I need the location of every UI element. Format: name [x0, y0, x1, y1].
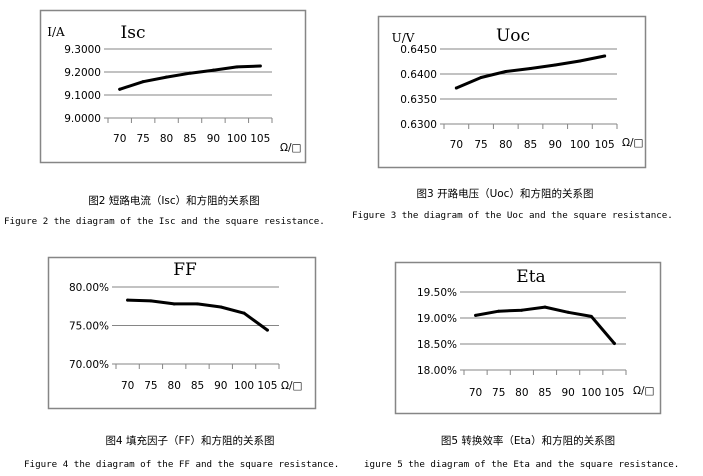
x-axis-unit-label: Ω/□ [281, 380, 302, 392]
x-tick-label: 70 [469, 387, 482, 399]
data-point [149, 299, 153, 303]
x-axis-unit-label: Ω/□ [622, 137, 643, 149]
x-tick-label: 100 [227, 133, 247, 145]
y-tick-label: 0.6350 [400, 94, 437, 106]
x-tick-label: 105 [257, 380, 277, 392]
x-tick-label: 105 [604, 387, 624, 399]
data-point [479, 76, 483, 79]
chart-isc: Isc I/A 9.0000 9.1000 9.2000 9.3000 70 75 80 85 90… [39, 9, 307, 164]
chart-uoc: Uoc U/V 0.6300 0.6350 0.6400 0.6450 70 75 80 85 90… [377, 15, 647, 169]
x-tick-label: 100 [570, 139, 590, 151]
chart-title: FF [173, 260, 197, 280]
y-tick-label: 18.00% [417, 365, 457, 377]
x-tick-label: 80 [499, 139, 512, 151]
y-axis-label: U/V [392, 31, 415, 45]
data-point [543, 305, 547, 309]
data-point [529, 67, 532, 70]
data-point [265, 328, 269, 332]
x-tick-label: 90 [207, 133, 220, 145]
x-tick-label: 75 [474, 139, 487, 151]
x-tick-label: 75 [144, 380, 157, 392]
y-tick-label: 9.2000 [64, 67, 101, 79]
x-tick-label: 85 [538, 387, 551, 399]
data-point [196, 302, 199, 306]
y-tick-label: 80.00% [69, 282, 109, 294]
data-point [497, 309, 501, 313]
x-tick-label: 70 [121, 380, 134, 392]
data-point [118, 87, 122, 91]
chart-frame [394, 261, 662, 415]
x-axis-unit-label: Ω/□ [280, 142, 301, 154]
data-point [258, 64, 262, 68]
y-tick-label: 9.1000 [64, 90, 101, 102]
x-tick-label: 85 [524, 139, 537, 151]
x-tick-label: 85 [191, 380, 204, 392]
x-tick-label: 100 [234, 380, 254, 392]
x-axis-unit-label: Ω/□ [633, 385, 654, 397]
caption-english: Figure 3 the diagram of the Uoc and the … [352, 210, 673, 221]
data-point [172, 302, 176, 306]
caption-english: Figure 4 the diagram of the FF and the s… [24, 459, 339, 470]
data-point [235, 65, 239, 69]
chart-ff: FF 70.00% 75.00% 80.00% 70 75 80 85 90 100 105 Ω/□ [47, 256, 317, 410]
chart-eta: Eta 18.00% 18.50% 19.00% 19.50% 70 75 80 85 90 100… [394, 261, 662, 415]
data-point [520, 308, 524, 312]
data-point [188, 71, 192, 75]
caption-chinese: 图2 短路电流（Isc）和方阻的关系图 [88, 194, 259, 207]
x-tick-label: 80 [515, 387, 528, 399]
y-tick-label: 18.50% [417, 339, 457, 351]
data-point [504, 70, 508, 73]
y-tick-label: 9.3000 [64, 44, 101, 56]
x-tick-label: 90 [561, 387, 574, 399]
y-tick-label: 9.0000 [64, 113, 101, 125]
data-point [219, 305, 223, 309]
data-point [612, 341, 616, 345]
x-tick-label: 105 [595, 139, 615, 151]
data-point [165, 75, 169, 79]
y-tick-label: 75.00% [69, 321, 109, 333]
data-point [603, 54, 607, 58]
y-tick-label: 19.00% [417, 313, 457, 325]
x-tick-label: 80 [168, 380, 181, 392]
x-tick-label: 100 [581, 387, 601, 399]
chart-title: Isc [121, 23, 146, 43]
y-tick-label: 0.6400 [400, 69, 437, 81]
x-tick-label: 75 [136, 133, 149, 145]
caption-chinese: 图3 开路电压（Uoc）和方阻的关系图 [417, 187, 594, 200]
chart-frame [47, 256, 317, 410]
chart-title: Eta [516, 267, 545, 287]
x-tick-label: 70 [450, 139, 463, 151]
data-point [553, 63, 557, 67]
caption-english: igure 5 the diagram of the Eta and the s… [364, 459, 679, 470]
caption-english: Figure 2 the diagram of the Isc and the … [4, 216, 325, 227]
x-tick-label: 75 [492, 387, 505, 399]
data-point [242, 311, 246, 315]
data-point [141, 80, 145, 84]
y-tick-label: 19.50% [417, 287, 457, 299]
data-point [566, 310, 570, 314]
y-tick-label: 0.6300 [400, 119, 437, 131]
data-point [589, 314, 593, 318]
y-tick-label: 0.6450 [400, 44, 437, 56]
data-point [454, 86, 458, 90]
caption-chinese: 图5 转换效率（Eta）和方阻的关系图 [441, 434, 615, 447]
x-tick-label: 90 [549, 139, 562, 151]
chart-title: Uoc [496, 26, 530, 46]
data-point [126, 298, 130, 302]
x-tick-label: 85 [183, 133, 196, 145]
y-axis-label: I/A [47, 25, 65, 39]
x-tick-label: 70 [113, 133, 126, 145]
chart-frame [377, 15, 647, 169]
data-point [474, 313, 478, 317]
x-tick-label: 90 [214, 380, 227, 392]
data-point [211, 68, 215, 72]
data-point [578, 59, 582, 63]
x-tick-label: 80 [160, 133, 173, 145]
chart-frame [39, 9, 307, 164]
y-tick-label: 70.00% [69, 359, 109, 371]
x-tick-label: 105 [250, 133, 270, 145]
caption-chinese: 图4 填充因子（FF）和方阻的关系图 [105, 434, 274, 447]
